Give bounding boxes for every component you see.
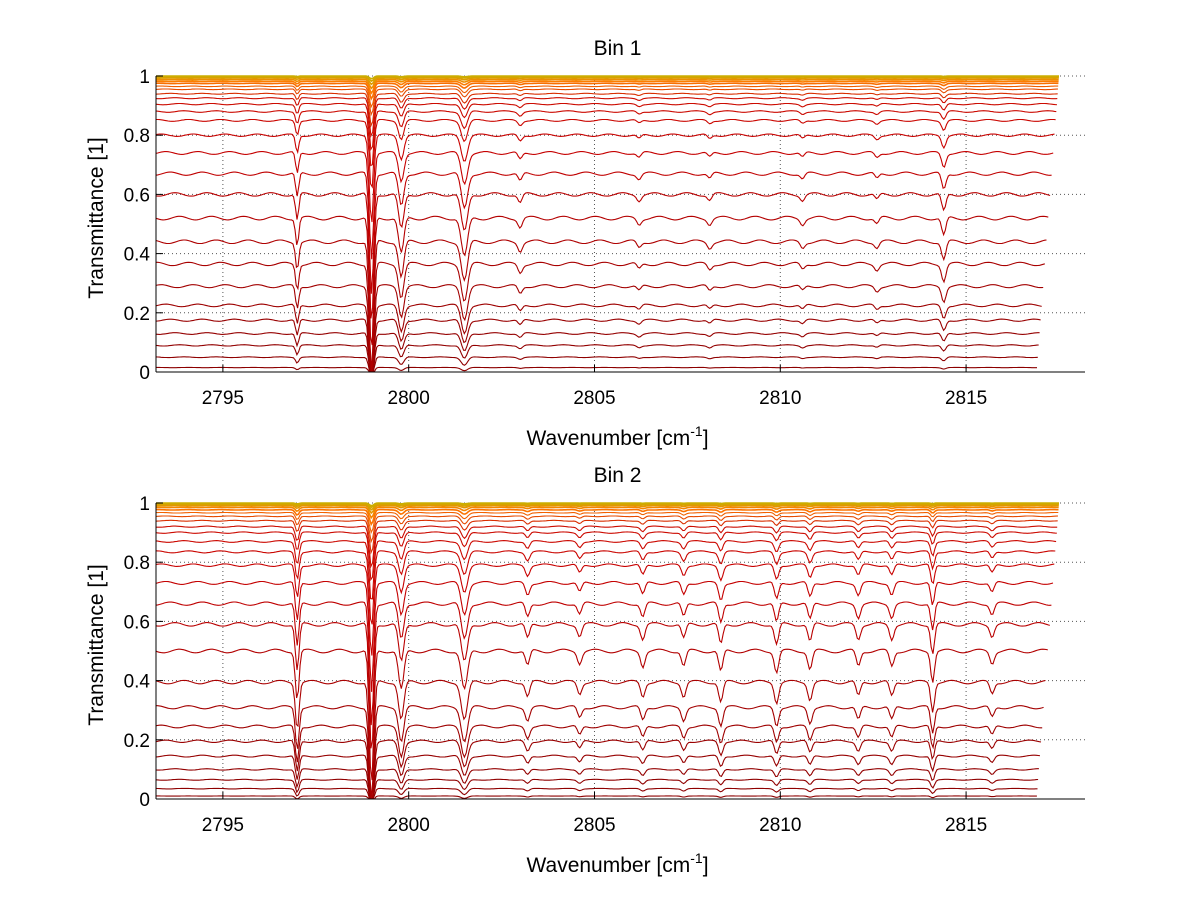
series-line xyxy=(155,318,1041,373)
y-tick-label: 0.6 xyxy=(124,612,150,633)
series-line xyxy=(155,622,1050,749)
series-line xyxy=(155,648,1048,781)
series-line xyxy=(156,78,1059,90)
x-axis-label: Wavenumber [cm-1] xyxy=(526,850,708,877)
y-tick-label: 0 xyxy=(139,363,150,384)
series-line xyxy=(155,110,1057,167)
x-tick-label: 2815 xyxy=(945,388,987,409)
y-tick-label: 0.4 xyxy=(124,672,151,693)
y-tick-label: 0 xyxy=(139,790,150,811)
y-tick-label: 0.2 xyxy=(124,731,150,752)
series-line xyxy=(155,540,1057,600)
series-line xyxy=(155,215,1049,346)
series-line xyxy=(156,525,1058,569)
y-axis-label: Transmittance [1] xyxy=(85,564,108,725)
series-line xyxy=(155,787,1038,800)
series-line xyxy=(155,171,1052,294)
chart-title: Bin 2 xyxy=(594,464,642,487)
y-tick-label: 0.6 xyxy=(124,185,150,206)
series-line xyxy=(156,118,1056,189)
series-line xyxy=(155,754,1040,800)
series-line xyxy=(155,303,1042,373)
series-line xyxy=(155,97,1058,138)
x-tick-label: 2810 xyxy=(759,388,801,409)
series-line xyxy=(155,356,1038,373)
series-line xyxy=(155,739,1042,800)
x-tick-label: 2800 xyxy=(388,388,430,409)
series-line xyxy=(156,75,1059,80)
series-line xyxy=(155,192,1051,319)
series-line xyxy=(155,580,1054,692)
series-line xyxy=(155,601,1052,726)
x-tick-label: 2805 xyxy=(573,815,615,836)
series-line xyxy=(155,85,1059,109)
chart-title: Bin 1 xyxy=(594,37,642,60)
series-line xyxy=(155,332,1040,373)
series-line xyxy=(155,102,1057,151)
series-line xyxy=(155,506,1059,520)
series-line xyxy=(155,133,1055,223)
series-line xyxy=(156,504,1059,515)
x-tick-label: 2805 xyxy=(573,388,615,409)
x-tick-label: 2815 xyxy=(945,815,987,836)
y-tick-label: 0.4 xyxy=(124,245,151,266)
series-line xyxy=(155,344,1039,373)
x-tick-label: 2800 xyxy=(388,815,430,836)
y-tick-label: 0.8 xyxy=(124,126,150,147)
y-tick-label: 0.2 xyxy=(124,304,150,325)
series-line xyxy=(155,77,1059,86)
series-line xyxy=(155,519,1058,555)
y-tick-label: 0.8 xyxy=(124,553,150,574)
series-line xyxy=(155,284,1044,373)
series-line xyxy=(155,151,1054,260)
y-axis-label: Transmittance [1] xyxy=(85,137,108,298)
chart-panel-2: 2795 2800 2805 2810 2815 0 0.2 0.4 0.6 0.8 1 Bin 2 W… xyxy=(85,464,1085,877)
series-line xyxy=(155,515,1059,544)
x-tick-label: 2795 xyxy=(202,815,244,836)
series-line xyxy=(156,82,1059,101)
x-tick-label: 2795 xyxy=(202,388,244,409)
series-line xyxy=(156,795,1037,800)
series-line xyxy=(156,508,1059,527)
series-line xyxy=(156,366,1037,373)
chart-panel-1: 2795 2800 2805 2810 2815 0 0.2 0.4 0.6 0.8 1 Bin 1 W… xyxy=(85,37,1085,450)
series-line xyxy=(155,239,1047,373)
series-line xyxy=(156,511,1059,535)
series-line xyxy=(155,88,1059,117)
series-line xyxy=(156,705,1044,800)
y-tick-label: 1 xyxy=(139,494,150,515)
series-line xyxy=(155,724,1043,800)
series-line xyxy=(155,563,1055,656)
series-line xyxy=(155,550,1056,625)
series-line xyxy=(155,679,1046,800)
x-axis-label: Wavenumber [cm-1] xyxy=(526,423,708,450)
y-tick-label: 1 xyxy=(139,67,150,88)
series-line xyxy=(155,778,1039,800)
series-line xyxy=(155,80,1059,95)
series-line xyxy=(155,768,1039,800)
series-line xyxy=(156,502,1059,507)
series-line xyxy=(155,92,1058,128)
x-tick-label: 2810 xyxy=(759,815,801,836)
series-line xyxy=(155,531,1057,582)
series-line xyxy=(156,261,1045,373)
